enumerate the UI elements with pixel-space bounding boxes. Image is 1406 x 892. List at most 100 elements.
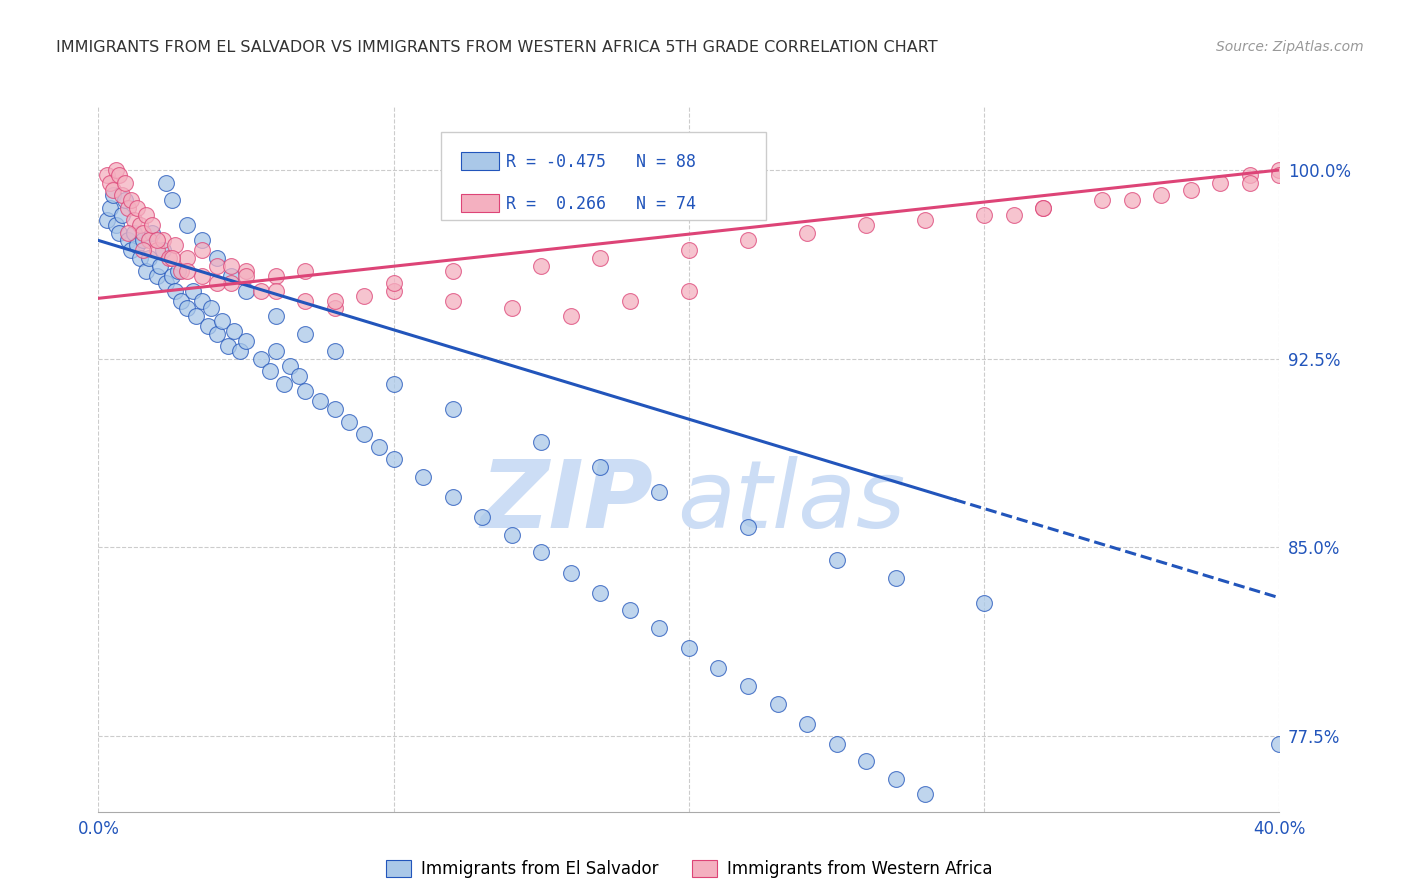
Text: atlas: atlas — [678, 456, 905, 547]
Point — [122, 226, 145, 240]
FancyBboxPatch shape — [441, 132, 766, 219]
Point — [155, 277, 177, 291]
Point — [589, 586, 612, 600]
Point — [167, 263, 190, 277]
Point — [1239, 168, 1261, 182]
Point — [501, 301, 523, 316]
Point — [217, 339, 239, 353]
Point — [382, 452, 405, 467]
Point — [1150, 188, 1173, 202]
Point — [146, 244, 169, 258]
Point — [914, 213, 936, 227]
Point — [108, 168, 131, 182]
Point — [250, 351, 273, 366]
Point — [149, 259, 172, 273]
Point — [191, 268, 214, 283]
Point — [737, 234, 759, 248]
Point — [914, 787, 936, 801]
Point — [1209, 176, 1232, 190]
Point — [162, 251, 184, 265]
Point — [678, 244, 700, 258]
Point — [205, 251, 228, 265]
Point — [737, 679, 759, 693]
Point — [884, 571, 907, 585]
Point — [259, 364, 281, 378]
Point — [560, 566, 582, 580]
Point — [382, 376, 405, 391]
Point — [229, 344, 252, 359]
Point — [117, 226, 139, 240]
Point — [221, 268, 243, 283]
Point — [1091, 193, 1114, 207]
Point — [200, 301, 222, 316]
Point — [224, 324, 246, 338]
Point — [176, 263, 198, 277]
Point — [530, 545, 553, 559]
Point — [619, 293, 641, 308]
Point — [471, 510, 494, 524]
Point — [589, 459, 612, 474]
Point — [165, 284, 187, 298]
Point — [264, 309, 287, 323]
Point — [796, 226, 818, 240]
Point — [111, 188, 134, 202]
Point — [825, 553, 848, 567]
Point — [138, 234, 160, 248]
Point — [855, 219, 877, 233]
Point — [211, 314, 233, 328]
Point — [973, 208, 995, 222]
Point — [105, 219, 128, 233]
Point — [648, 485, 671, 500]
Point — [323, 402, 346, 417]
Point — [157, 251, 180, 265]
Point — [796, 716, 818, 731]
Point — [1032, 201, 1054, 215]
Point — [1268, 163, 1291, 178]
Point — [235, 268, 257, 283]
Point — [221, 259, 243, 273]
Point — [235, 263, 257, 277]
Point — [205, 277, 228, 291]
Point — [191, 234, 214, 248]
Point — [766, 697, 789, 711]
Point — [125, 201, 148, 215]
Point — [132, 244, 155, 258]
Point — [855, 755, 877, 769]
Point — [117, 234, 139, 248]
Point — [98, 176, 121, 190]
Point — [138, 251, 160, 265]
Point — [264, 344, 287, 359]
Point — [678, 284, 700, 298]
Point — [176, 219, 198, 233]
Point — [191, 293, 214, 308]
Point — [294, 384, 316, 399]
Point — [170, 263, 193, 277]
Point — [235, 284, 257, 298]
Point — [825, 737, 848, 751]
Point — [368, 440, 391, 454]
Point — [117, 201, 139, 215]
Point — [1121, 193, 1143, 207]
Point — [135, 208, 157, 222]
Point — [441, 293, 464, 308]
Point — [162, 268, 184, 283]
Point — [120, 193, 142, 207]
Point — [114, 176, 136, 190]
Point — [132, 226, 155, 240]
Point — [96, 213, 118, 227]
Point — [181, 284, 204, 298]
Point — [619, 603, 641, 617]
Point — [530, 259, 553, 273]
Point — [235, 334, 257, 348]
Point — [382, 277, 405, 291]
Point — [1032, 201, 1054, 215]
Point — [146, 268, 169, 283]
Point — [98, 201, 121, 215]
Point — [441, 490, 464, 504]
Point — [353, 289, 375, 303]
Point — [1002, 208, 1025, 222]
Point — [648, 621, 671, 635]
Point — [132, 234, 155, 248]
Point — [155, 176, 177, 190]
Point — [176, 251, 198, 265]
